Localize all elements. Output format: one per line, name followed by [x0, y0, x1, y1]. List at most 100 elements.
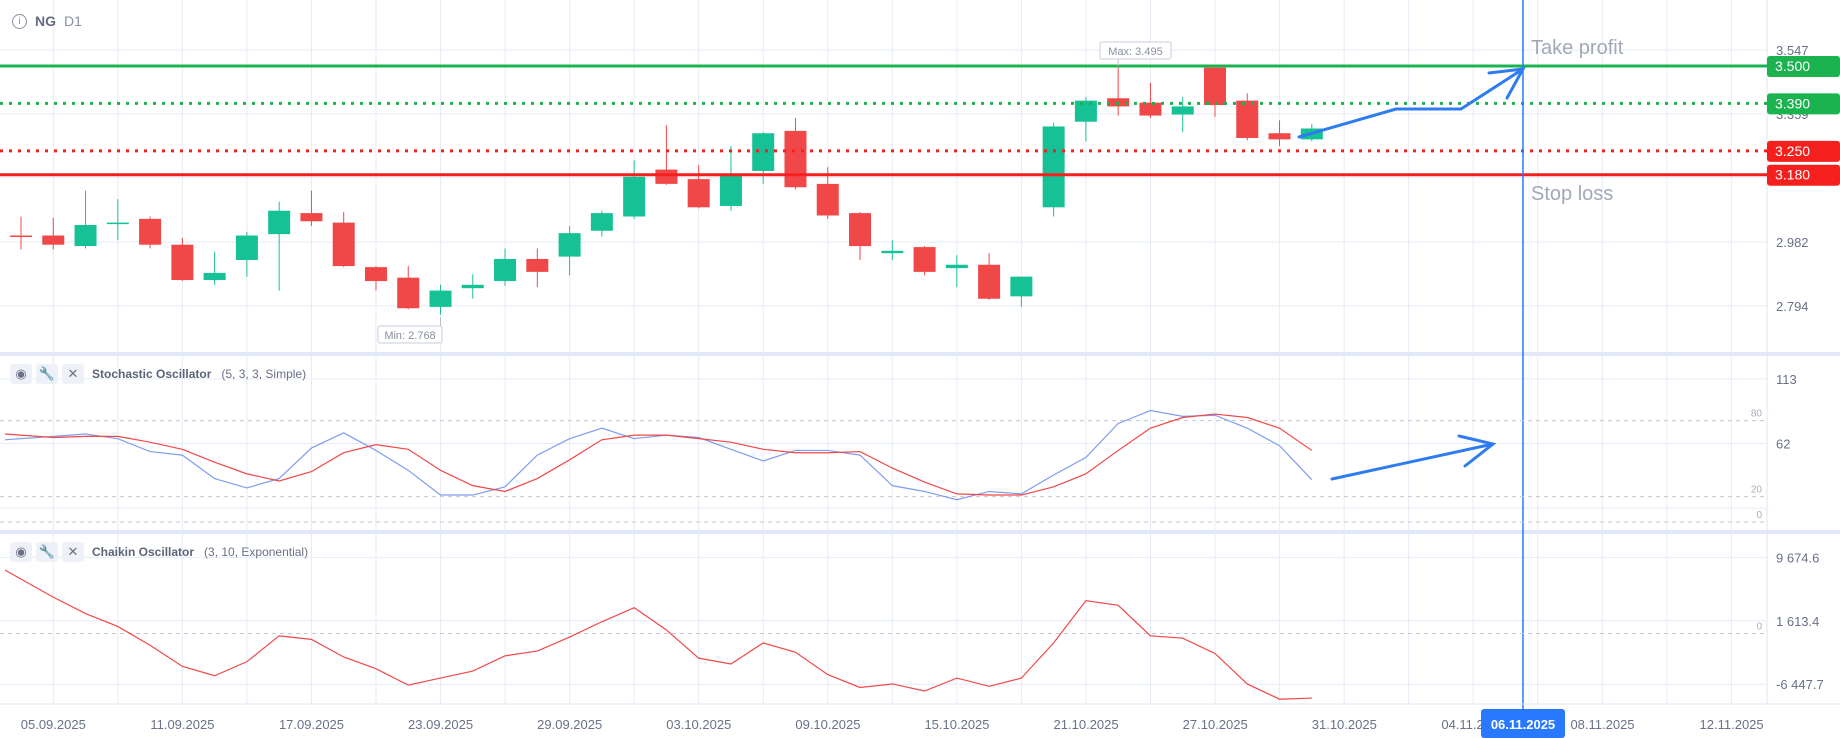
- time-axis-label: 23.09.2025: [408, 717, 473, 732]
- time-axis-label: 15.10.2025: [924, 717, 989, 732]
- symbol-header: i NG D1: [12, 13, 82, 29]
- pane-separator[interactable]: [0, 530, 1840, 534]
- min-label: Min: 2.768: [384, 330, 435, 342]
- candle-body[interactable]: [332, 222, 355, 267]
- wrench-icon[interactable]: 🔧: [36, 364, 58, 384]
- indicator-params: (3, 10, Exponential): [204, 545, 309, 559]
- price-level-tag[interactable]: [1767, 164, 1840, 186]
- price-level-tag[interactable]: [1767, 140, 1840, 162]
- candle-body[interactable]: [1236, 100, 1259, 139]
- eye-icon[interactable]: ◉: [10, 364, 32, 384]
- candle-body[interactable]: [849, 213, 872, 247]
- candle-body[interactable]: [42, 235, 65, 245]
- time-axis-label: 21.10.2025: [1054, 717, 1119, 732]
- candle-body[interactable]: [881, 250, 904, 254]
- indicator-params: (5, 3, 3, Simple): [221, 367, 307, 381]
- candle-body[interactable]: [364, 267, 387, 282]
- candle-body[interactable]: [461, 284, 484, 289]
- candle-body[interactable]: [429, 290, 452, 307]
- candle-body[interactable]: [623, 176, 646, 217]
- eye-icon[interactable]: ◉: [10, 542, 32, 562]
- chaikin-zero-label: 0: [1756, 622, 1762, 633]
- price-tick-label: 2.982: [1776, 235, 1809, 250]
- close-icon[interactable]: ✕: [62, 364, 84, 384]
- candle-body[interactable]: [203, 272, 226, 281]
- trend-arrow-drawing[interactable]: [1297, 67, 1525, 139]
- chaikin-header: ◉ 🔧 ✕ Chaikin Oscillator (3, 10, Exponen…: [10, 542, 308, 562]
- candle-body[interactable]: [558, 233, 581, 257]
- timeframe[interactable]: D1: [64, 13, 82, 29]
- candle-body[interactable]: [719, 175, 742, 206]
- candle-body[interactable]: [1139, 102, 1162, 116]
- price-level-tag[interactable]: [1767, 93, 1840, 115]
- time-axis-label: 29.09.2025: [537, 717, 602, 732]
- candle-body[interactable]: [526, 258, 549, 272]
- crosshair-date-label: 06.11.2025: [1491, 717, 1555, 732]
- pane-separator[interactable]: [0, 352, 1840, 356]
- candle-body[interactable]: [10, 235, 32, 238]
- candle-body[interactable]: [1203, 67, 1226, 106]
- candle-body[interactable]: [687, 179, 710, 208]
- candle-body[interactable]: [1042, 126, 1065, 208]
- time-axis-label: 11.09.2025: [150, 717, 214, 732]
- chaikin-line: [4, 569, 1312, 700]
- stochastic-level-label: 20: [1751, 485, 1763, 496]
- time-axis-label: 12.11.2025: [1700, 717, 1764, 732]
- arrowhead: [1457, 434, 1497, 468]
- candle-body[interactable]: [494, 258, 517, 282]
- info-icon[interactable]: i: [12, 13, 27, 29]
- time-axis-label: 27.10.2025: [1183, 717, 1248, 732]
- max-label-box: [1099, 41, 1172, 60]
- stochastic-level-label: 80: [1751, 409, 1763, 420]
- symbol-name: NG: [35, 13, 56, 29]
- chaikin-tick-label: 9 674.6: [1776, 550, 1819, 565]
- stochastic-d-line: [4, 413, 1313, 496]
- candle-body[interactable]: [235, 235, 258, 260]
- candle-body[interactable]: [816, 183, 839, 216]
- candle-body[interactable]: [1010, 276, 1033, 297]
- candle-body[interactable]: [655, 169, 678, 184]
- candle-body[interactable]: [978, 264, 1001, 299]
- candle-body[interactable]: [268, 210, 291, 235]
- max-label: Max: 3.495: [1108, 46, 1162, 58]
- time-axis-label: 03.10.2025: [666, 717, 731, 732]
- candle-body[interactable]: [1074, 100, 1097, 122]
- candle-body[interactable]: [139, 218, 162, 245]
- time-axis-label: 09.10.2025: [795, 717, 860, 732]
- candle-body[interactable]: [74, 224, 97, 247]
- stochastic-arrow-drawing[interactable]: [1330, 442, 1495, 481]
- price-level-label: 3.250: [1775, 143, 1810, 159]
- candle-body[interactable]: [1171, 106, 1194, 115]
- candle-body[interactable]: [913, 247, 936, 272]
- stochastic-tick-label: 113: [1776, 372, 1797, 387]
- min-label-box: [377, 325, 443, 344]
- candle-body[interactable]: [397, 277, 420, 309]
- candle-body[interactable]: [590, 213, 613, 231]
- stochastic-k-line: [4, 409, 1313, 501]
- candle-body[interactable]: [300, 213, 323, 222]
- close-icon[interactable]: ✕: [62, 542, 84, 562]
- stochastic-level-label: 0: [1756, 510, 1762, 521]
- indicator-title: Stochastic Oscillator: [92, 367, 212, 381]
- candle-body[interactable]: [784, 130, 807, 188]
- crosshair-date-tag: [1481, 709, 1565, 738]
- candle-body[interactable]: [171, 244, 194, 281]
- candle-body[interactable]: [1268, 133, 1291, 140]
- candle-body[interactable]: [106, 222, 129, 225]
- price-level-label: 3.390: [1775, 95, 1810, 111]
- time-axis-label: 17.09.2025: [279, 717, 344, 732]
- chaikin-tick-label: -6 447.7: [1776, 677, 1824, 692]
- stop-loss-label: Stop loss: [1531, 183, 1613, 205]
- candle-body[interactable]: [945, 264, 968, 269]
- wrench-icon[interactable]: 🔧: [36, 542, 58, 562]
- price-tick-label: 2.794: [1776, 299, 1809, 314]
- price-level-tag[interactable]: [1767, 55, 1840, 77]
- take-profit-label: Take profit: [1531, 37, 1624, 59]
- price-tick-label: 3.547: [1776, 43, 1809, 58]
- candle-body[interactable]: [752, 133, 775, 171]
- stochastic-header: ◉ 🔧 ✕ Stochastic Oscillator (5, 3, 3, Si…: [10, 364, 306, 384]
- stochastic-tick-label: 62: [1776, 436, 1790, 451]
- time-axis-label: 05.09.2025: [21, 717, 86, 732]
- time-axis-label: 31.10.2025: [1312, 717, 1377, 732]
